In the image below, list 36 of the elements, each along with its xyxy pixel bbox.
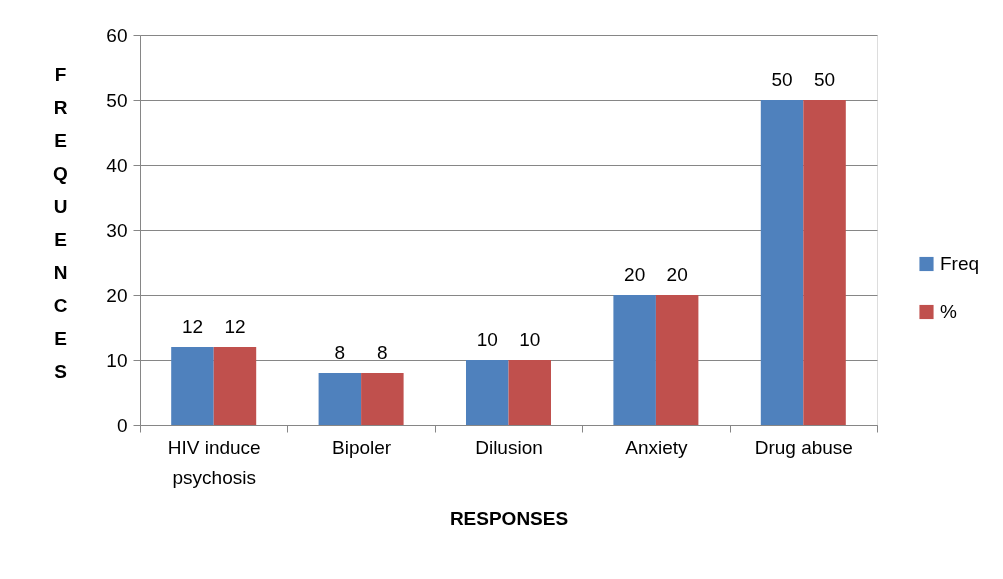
x-tick-label: HIV induce psychosis <box>167 436 261 488</box>
x-tick-label: Anxiety <box>625 436 689 458</box>
x-tick-label: Bipoler <box>332 436 392 458</box>
x-tick-label: Drug abuse <box>754 436 853 458</box>
y-tick-label: 40 <box>106 154 128 176</box>
bar <box>803 100 846 425</box>
bar <box>613 295 656 425</box>
text: FREQUENCES <box>53 63 68 382</box>
bar <box>760 100 804 425</box>
bar <box>655 295 699 425</box>
y-tick-label: 30 <box>106 219 128 241</box>
bar <box>171 347 214 425</box>
y-tick-label: 60 <box>106 24 128 46</box>
data-label: 12 <box>224 316 246 337</box>
data-label: 10 <box>519 329 541 350</box>
bar <box>508 360 551 425</box>
y-tick-label: 0 <box>116 414 128 436</box>
x-axis-title: RESPONSES <box>449 507 569 529</box>
data-label: 50 <box>813 69 836 90</box>
data-label: 20 <box>666 264 688 285</box>
bar <box>213 347 257 425</box>
bar <box>318 373 362 425</box>
data-label: 10 <box>476 329 498 350</box>
y-tick-label: 50 <box>106 89 128 111</box>
data-label: 20 <box>624 264 646 285</box>
data-label: 12 <box>181 316 204 337</box>
bar <box>466 360 509 425</box>
y-tick-label: 10 <box>106 349 128 371</box>
x-tick-label: Dilusion <box>475 436 543 458</box>
legend-label: Freq <box>940 253 980 274</box>
legend-label: % <box>940 301 957 322</box>
y-tick-label: 20 <box>106 284 128 306</box>
data-label: 8 <box>377 342 388 363</box>
data-label: 8 <box>334 342 346 363</box>
bar <box>361 373 404 425</box>
data-label: 50 <box>771 69 793 90</box>
